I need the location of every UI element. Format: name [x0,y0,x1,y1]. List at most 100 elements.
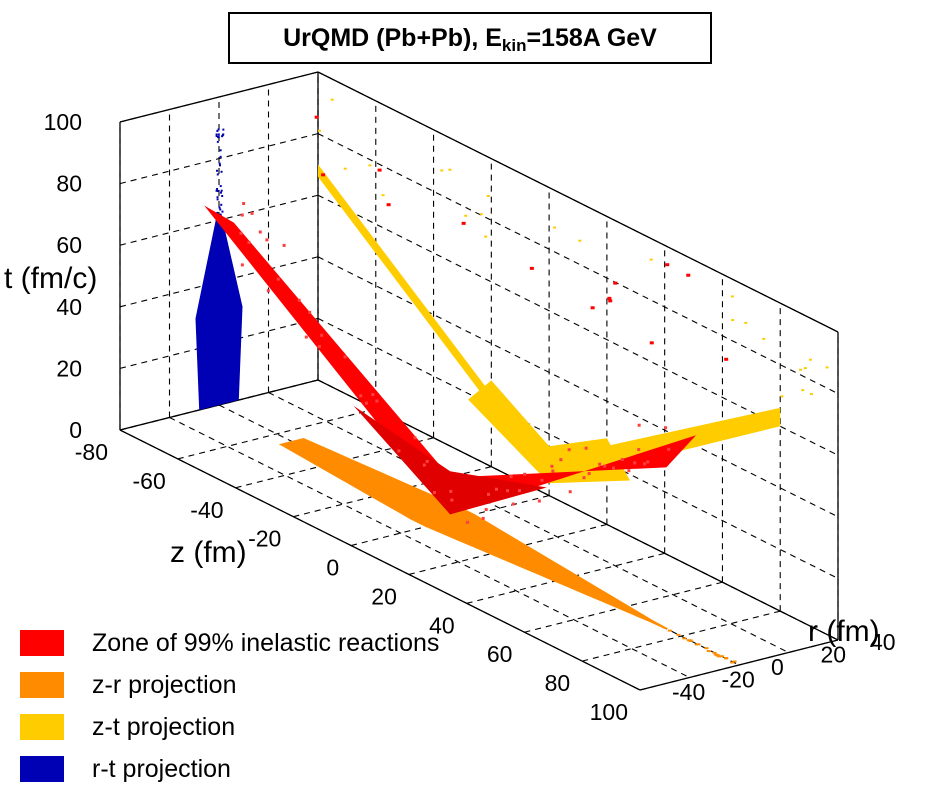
zt-projection-point [484,235,488,238]
tick-label-z-60: 60 [487,641,513,667]
zone-point [568,490,572,494]
zone-point [422,463,426,467]
legend-item-zt: z-t projection [20,706,439,748]
zone-point [247,240,251,244]
zone-point [627,469,631,473]
zone-point [637,448,641,452]
zone-point [450,498,454,502]
zone-point [620,457,624,461]
zt-projection-point [649,258,653,261]
zone-point [540,478,544,482]
tick-label-z--60: -60 [133,468,166,494]
legend-label-zr: z-r projection [92,670,237,699]
zone-point [449,489,453,493]
legend-swatch-rt [20,756,64,782]
back-grid-t-3 [317,194,839,456]
frame-edge-0 [119,429,641,691]
frame-edge-8 [317,71,839,333]
zone-point [265,238,269,242]
zt-projection-point [330,98,334,101]
zr-projection-point [719,655,724,658]
zt-projection-point [479,213,483,216]
tick-label-z-0: 0 [326,555,339,581]
frame-edge-7 [119,71,319,123]
zone-point [413,436,417,440]
zone-point [371,393,375,397]
rt-projection-point [219,208,222,211]
zr-projection-point [715,654,720,657]
title-suffix: =158A GeV [526,23,657,52]
zr-projection-point [704,647,709,650]
tick-label-t-20: 20 [56,355,82,381]
frame-edge-1 [639,639,839,691]
legend-swatch-zr [20,672,64,698]
rt-projection-point [216,169,219,172]
zr-projection-point [676,633,681,636]
legend-swatch-zt [20,714,64,740]
rt-projection-point [216,129,219,132]
tick-label-z-80: 80 [545,670,571,696]
zt-projection-point [343,167,347,170]
legend-item-zr: z-r projection [20,664,439,706]
tick-label-z--80: -80 [75,439,108,465]
zr-projection-point [688,639,693,642]
zone-point [397,449,401,453]
zt-projection-point [730,295,734,298]
rt-projection-point [217,133,220,136]
zone-point [646,460,650,464]
rt-projection-point [216,187,219,190]
zone-core [353,405,547,515]
zone-point [239,231,243,235]
legend: Zone of 99% inelastic reactions z-r proj… [20,622,439,790]
zone-point [481,516,485,520]
zone-point [486,492,490,496]
zone-point [551,469,555,473]
tick-label-r--40: -40 [672,679,705,705]
zone-point [258,230,262,234]
zt-projection-point [368,164,372,167]
zone-point [308,310,312,314]
zt-projection-point [762,337,766,340]
zone-point [297,298,301,302]
zt-projection-point [809,393,813,396]
zone-scatter-point [386,203,391,207]
tick-label-z--40: -40 [190,497,223,523]
zt-projection-point [801,389,805,392]
tick-label-z--20: -20 [248,526,281,552]
zone-point [304,335,308,339]
zone-point [506,489,510,493]
rt-projection-point [220,170,223,173]
zone-point [343,355,347,359]
zt-projection-point [448,168,452,171]
zone-point [664,426,668,430]
tick-label-z-40: 40 [429,612,455,638]
zone-scatter-point [314,115,319,119]
rt-projection-point [219,149,222,152]
title-subscript: kin [501,36,527,55]
rt-projection-point [218,164,221,167]
legend-swatch-zone [20,630,64,656]
zone-point [320,333,324,337]
zone-point [582,476,586,480]
zone-point [537,499,541,503]
zt-projection-point [440,169,444,172]
rt-projection-point [220,189,223,192]
zone-point [465,520,469,524]
zt-projection-point [744,321,748,324]
tick-label-t-100: 100 [44,109,82,135]
tick-label-r-0: 0 [771,654,784,680]
zone-point [240,213,244,217]
zone-scatter-point [590,306,595,310]
tick-label-r-20: 20 [821,642,847,668]
rt-projection-point [216,173,219,176]
zr-projection-point [686,639,691,642]
rt-projection-point [219,155,222,158]
zt-projection-point [799,368,803,371]
tick-label-t-80: 80 [56,171,82,197]
zone-point [633,461,637,465]
tick-label-t-40: 40 [56,294,82,320]
zone-point [584,446,588,450]
tick-label-t-60: 60 [56,232,82,258]
zone-point [282,243,286,247]
zr-projection-point [730,661,735,664]
